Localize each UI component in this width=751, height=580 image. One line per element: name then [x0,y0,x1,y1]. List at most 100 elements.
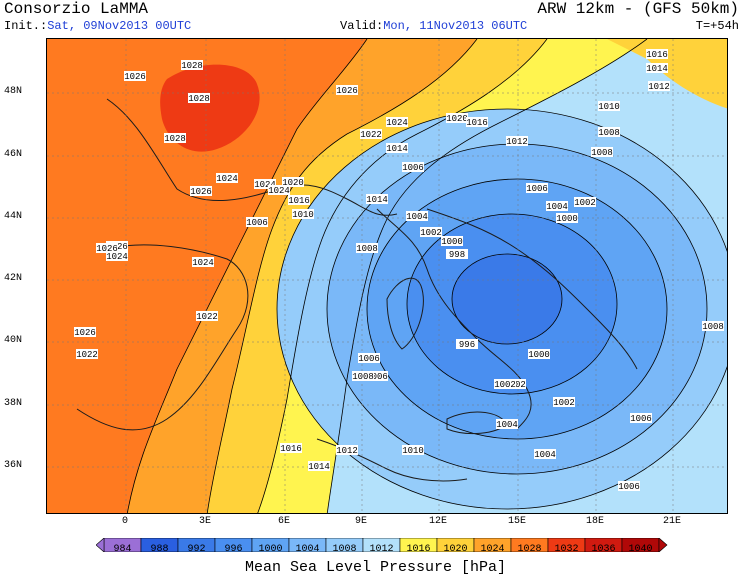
isobar-label: 1016 [466,118,488,128]
isobar-label-bg [546,201,568,211]
valid-time: Valid:Mon, 11Nov2013 06UTC [340,19,527,33]
legend-title: Mean Sea Level Pressure [hPa] [244,559,507,576]
isobar-label: 1024 [268,186,290,196]
isobar [366,178,668,440]
isobar [206,39,478,513]
model-title: ARW 12km - (GFS 50km) [537,0,739,18]
coastline [76,244,249,431]
isobar-label-bg [192,257,214,267]
isobar-label-bg [630,413,652,423]
field-992 [452,254,562,344]
isobar-label: 1000 [441,237,463,247]
isobar-label: 1008 [702,322,724,332]
lon-tick: 18E [585,516,605,527]
isobar-label-bg [534,449,556,459]
isobar-label: 1016 [288,196,310,206]
isobar-label-bg [466,117,488,127]
colorbar-label: 1032 [554,544,579,555]
colorbar-label: 1036 [591,544,616,555]
isobar-label: 1006 [526,184,548,194]
coastline [106,98,398,216]
lon-tick: 6E [277,516,291,527]
isobar-label-bg [106,251,128,261]
lat-tick: 36N [4,460,23,471]
isobar-label: 1026 [336,86,358,96]
isobar [406,213,618,395]
isobar-label: 1014 [308,462,330,472]
isobar-label-bg [246,217,268,227]
map-svg: 1016 1014 1012 1010 1008 1026 1028 1028 1028 1026… [47,39,727,513]
lon-tick: 0 [121,516,129,527]
producer-title: Consorzio LaMMA [4,0,149,18]
isobar-label: 1002 [494,380,516,390]
isobar-label-bg [196,311,218,321]
colorbar-label: 1040 [628,544,653,555]
isobar-label-bg [216,173,238,183]
colorbar-label: 1008 [332,544,357,555]
colorbar-label: 996 [224,544,243,555]
lat-tick: 40N [4,335,23,346]
isobar-label-bg [360,129,382,139]
colorbar-label: 1000 [258,544,283,555]
header: Consorzio LaMMA ARW 12km - (GFS 50km) In… [0,0,751,38]
coastline [426,208,638,370]
isobar-label-bg [386,117,408,127]
isobar-label-bg [308,461,330,471]
isobar-label: 1006 [246,218,268,228]
isobar-label-bg [446,113,468,123]
init-time: Init.:Sat, 09Nov2013 00UTC [4,19,191,33]
isobar-label: 1016 [646,50,668,60]
isobar-label-bg [292,209,314,219]
isobar-label-bg [336,85,358,95]
isobar-label-bg [526,183,548,193]
isobar-label: 1010 [402,446,424,456]
colorbar-label: 1024 [480,544,505,555]
isobar-label: 1020 [282,178,304,188]
isobar-label-bg [618,481,640,491]
lat-tick: 44N [4,211,23,222]
isobar-label: 1012 [506,137,528,147]
isobar-label-bg [556,213,578,223]
isobar-label: 1014 [386,144,408,154]
isobar-label: 1024 [254,180,276,190]
isobar-label: 1022 [196,312,218,322]
isobar-label: 1026 [190,187,212,197]
isobar-label-bg [288,195,310,205]
isobar-label: 1000 [556,214,578,224]
isobar-labels: 1016 1014 1012 1010 1008 1026 1028 1028 1028 1026… [74,49,724,492]
isobar-label-bg [441,236,463,246]
isobar [276,108,727,510]
isobar-label-bg [190,186,212,196]
isobar-label-bg [336,445,358,455]
isobar-label-bg [591,147,613,157]
field-ne-1020 [607,39,727,109]
isobar-label-bg [702,321,724,331]
init-value: Sat, 09Nov2013 00UTC [47,19,192,33]
isobar [126,39,368,513]
isobar-label-bg [366,371,388,381]
lat-tick: 48N [4,86,23,97]
isobar-label-bg [506,136,528,146]
colorbar-min-arrow [96,538,105,552]
isobar-label-bg [446,249,468,259]
isobar-label: 1006 [618,482,640,492]
isobar-label-bg [358,353,380,363]
colorbar-label: 1004 [295,544,320,555]
isobar-label-bg [352,371,374,381]
lon-tick: 12E [428,516,448,527]
isobar-label: 1004 [534,450,556,460]
isobar-label: 1026 [74,328,96,338]
lon-tick: 15E [507,516,527,527]
isobar-label-bg [528,349,550,359]
isobar-label-bg [164,133,186,143]
init-label: Init.: [4,19,48,33]
lat-tick: 38N [4,398,23,409]
isobar-label: 1008 [591,148,613,158]
lon-tick: 9E [354,516,368,527]
isobar-label: 1008 [598,128,620,138]
isobar [257,39,548,513]
isobar-label: 1024 [192,258,214,268]
isobar-label-bg [124,71,146,81]
isobar-label: 1002 [553,398,575,408]
isobar-label-bg [366,194,388,204]
